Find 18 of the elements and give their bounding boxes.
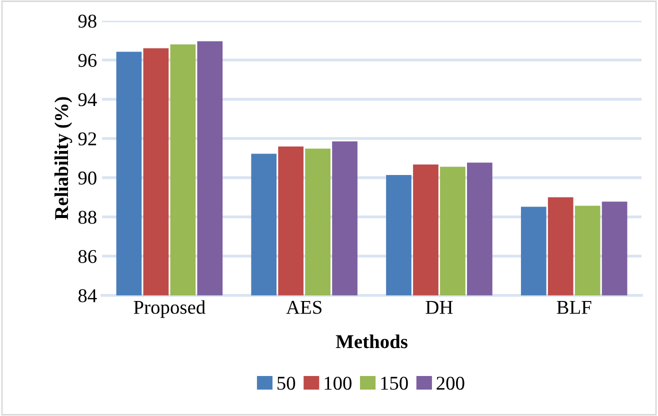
legend-label: 150 (381, 376, 408, 390)
x-axis-title: Methods (336, 334, 408, 348)
x-tick-label: BLF (556, 300, 592, 314)
y-tick-label: 88 (78, 210, 96, 224)
x-tick-label: DH (426, 300, 453, 314)
y-tick-label: 92 (78, 132, 96, 146)
y-tick-label: 94 (78, 93, 97, 106)
y-tick-label: 86 (78, 250, 97, 264)
y-tick-label: 84 (78, 289, 97, 302)
legend-label: 50 (278, 376, 296, 390)
y-tick-label: 98 (78, 14, 96, 28)
y-tick-label: 96 (78, 54, 97, 67)
x-tick-label: Proposed (134, 300, 206, 318)
legend-label: 200 (436, 376, 464, 390)
y-axis-title: Reliability (%) (54, 97, 72, 220)
legend-label: 100 (324, 376, 352, 390)
y-tick-label: 90 (78, 172, 96, 185)
x-tick-label: AES (286, 300, 322, 314)
